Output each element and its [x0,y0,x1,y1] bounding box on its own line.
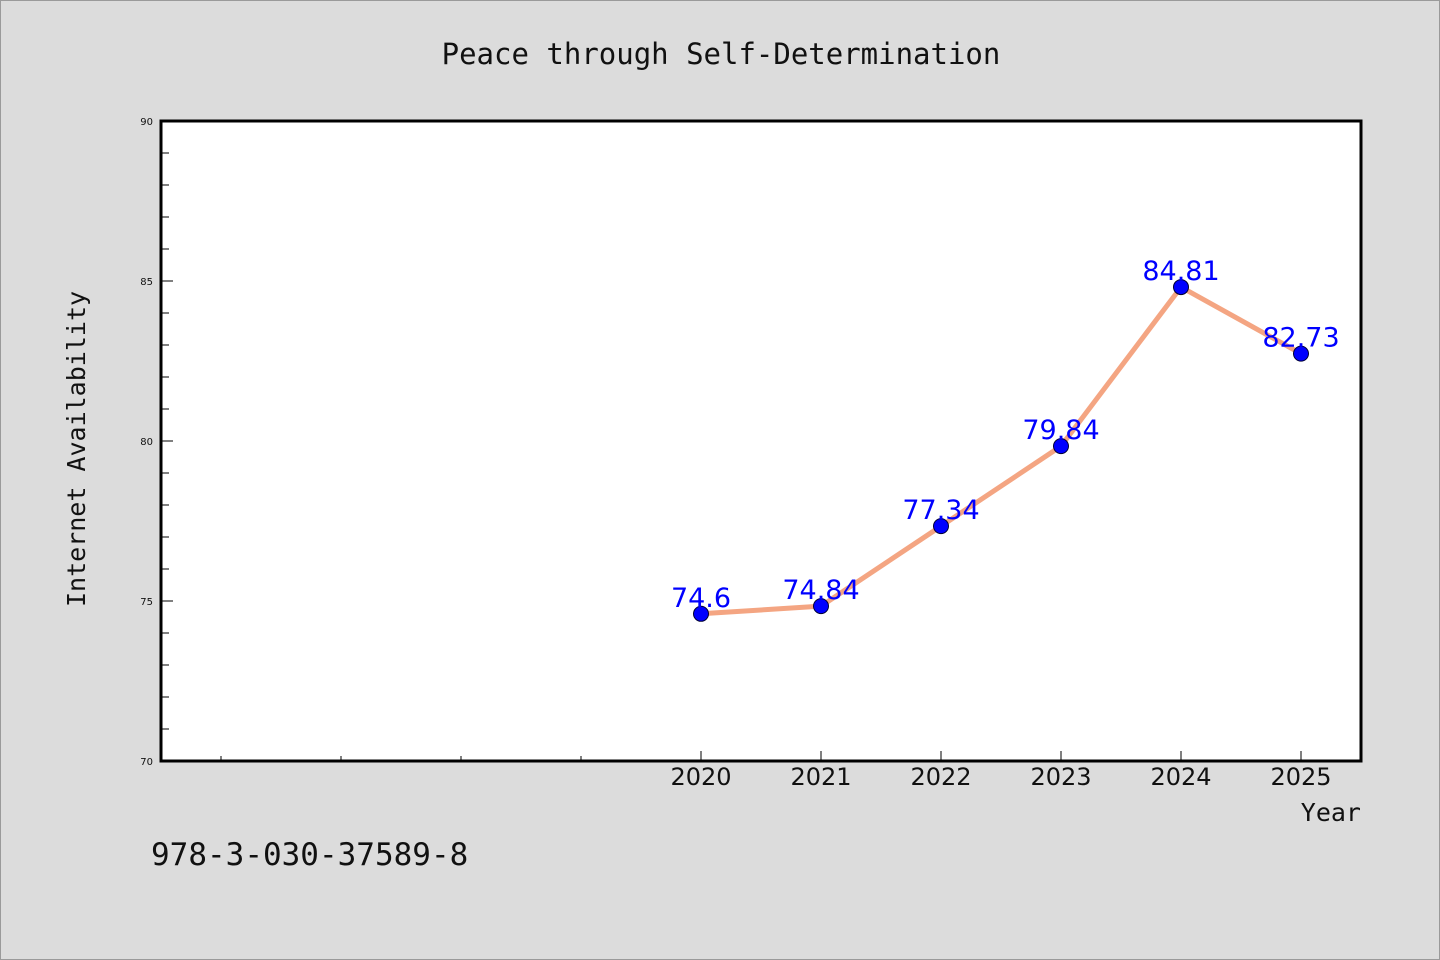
series-markers-group [693,279,1309,622]
y-tick-label: 85 [140,277,153,288]
data-labels-group: 74.6 74.84 77.34 79.84 84.81 82.73 [671,256,1340,614]
data-label: 74.84 [782,575,859,606]
x-tick-label: 2022 [910,763,971,791]
y-tick-label: 80 [140,437,153,448]
data-point [1053,438,1069,455]
y-tick-label: 90 [140,117,153,128]
y-tick-label: 70 [140,757,153,768]
x-tick-label: 2024 [1150,763,1211,791]
data-label: 79.84 [1022,415,1099,446]
isbn-footnote: 978-3-030-37589-8 [151,837,468,873]
chart-title: Peace through Self-Determination [442,37,1001,71]
series-line [698,284,1304,617]
x-tick-label: 2021 [790,763,851,791]
x-axis-title: Year [1301,798,1361,827]
data-point [1173,279,1189,296]
y-axis-title: Internet Availability [62,291,91,607]
data-label: 84.81 [1142,256,1219,287]
x-tick-label: 2020 [670,763,731,791]
data-point [693,605,709,622]
y-tick-label: 75 [140,597,153,608]
plot-frame [159,119,1363,763]
x-tick-label: 2025 [1270,763,1331,791]
data-label: 82.73 [1262,323,1339,354]
data-label: 77.34 [902,495,979,526]
data-point [1293,345,1309,362]
data-label: 74.6 [671,583,731,614]
series-line-group [698,284,1304,617]
data-point [933,518,949,535]
x-major-ticks: 2020 2021 2022 2023 2024 2025 [670,751,1332,791]
x-tick-label: 2023 [1030,763,1091,791]
data-point [813,598,829,615]
plot-area [161,121,1361,761]
